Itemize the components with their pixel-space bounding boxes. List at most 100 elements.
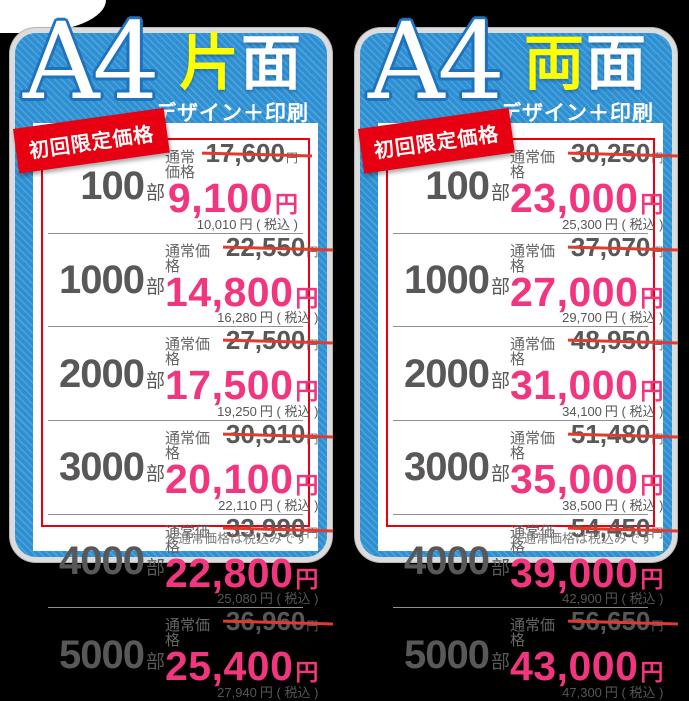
promo-price-value: 22,800 [165,549,294,596]
row-divider [48,326,303,328]
promo-price-line: 20,100 円 [165,459,318,500]
tax-included-line: 42,900 円 ( 税込 ) [562,591,663,607]
quantity-unit: 部 [490,276,510,298]
quantity-value: 4000 [404,538,490,583]
regular-price-label: 通常価格 [510,429,556,462]
promo-price-value: 27,000 [510,268,639,315]
regular-price-line: 通常価格 56,650 円 [510,608,678,648]
quantity: 100 部 [47,166,165,206]
price-row: 2000 部 通常価格 27,500 円 17,500 円 19,250 円 ( … [43,327,333,420]
promo-price-value: 17,500 [165,362,294,409]
tax-included-line: 27,940 円 ( 税込 ) [217,685,318,701]
quantity-value: 2000 [59,351,145,396]
regular-price-label: 通常価格 [510,336,556,369]
quantity-value: 100 [425,164,490,209]
service-subtitle: デザイン＋印刷 [500,102,654,125]
pricing-card-double-sided: A4 両面 デザイン＋印刷 初回限定価格 100 部 通常価格 30,250 円… [355,6,678,700]
tax-footnote: ※通常価格は税込みです [167,531,308,546]
regular-price-line: 通常価格 51,480 円 [510,421,678,462]
regular-price-label: 通常価格 [165,336,211,369]
quantity-value: 5000 [404,632,490,677]
price-block: 通常価格 37,070 円 27,000 円 29,700 円 ( 税込 ) [510,234,678,327]
regular-price-label: 通常価格 [510,149,556,181]
regular-price-label: 通常価格 [510,523,556,556]
regular-price-line: 通常価格 30,910 円 [165,421,333,461]
side-type-rest-char: 面 [586,29,648,99]
quantity-unit: 部 [490,651,510,673]
regular-price-value: 27,500 円 [222,327,333,353]
regular-price-label: 通常価格 [510,242,556,275]
quantity-value: 5000 [59,632,145,677]
price-block: 通常価格 51,480 円 35,000 円 38,500 円 ( 税込 ) [510,421,678,514]
tax-included-suffix: 円 ( 税込 ) [604,685,664,700]
price-row: 5000 部 通常価格 56,650 円 43,000 円 47,300 円 ( … [388,608,678,701]
promo-price-yen: 円 [640,191,664,217]
promo-price-yen: 円 [640,659,664,686]
promo-price-line: 43,000 円 [510,643,664,690]
tax-included-suffix: 円 ( 税込 ) [604,310,664,326]
tax-included-suffix: 円 ( 税込 ) [259,591,319,607]
regular-price-label: 通常価格 [165,149,196,181]
side-type-accent-char: 両 [524,29,586,99]
price-table: 100 部 通常価格 30,250 円 23,000 円 25,300 円 ( 税… [386,138,678,700]
tax-included-line: 19,250 円 ( 税込 ) [217,404,319,420]
tax-included-value: 16,280 [217,310,257,326]
promo-price-value: 14,800 [165,268,294,315]
promo-price-value: 43,000 [510,643,639,690]
promo-price-yen: 円 [295,659,319,686]
tax-included-value: 22,110 [218,497,257,513]
tax-included-value: 19,250 [217,404,257,420]
row-divider [393,232,648,234]
tax-included-value: 10,010 [196,216,237,232]
promo-price-yen: 円 [295,378,319,405]
price-block: 通常価格 36,960 円 25,400 円 27,940 円 ( 税込 ) [165,608,333,701]
price-row: 100 部 通常価格 30,250 円 23,000 円 25,300 円 ( 税… [388,140,678,233]
tax-included-line: 22,110 円 ( 税込 ) [218,497,318,514]
regular-price-line: 通常価格 22,550 円 [165,234,333,275]
regular-price-value: 30,250 円 [567,140,678,166]
tax-included-suffix: 円 ( 税込 ) [259,404,319,420]
price-block: 通常価格 22,550 円 14,800 円 16,280 円 ( 税込 ) [165,234,333,327]
tax-footnote: ※通常価格は税込みです [512,531,653,546]
price-block: 通常価格 27,500 円 17,500 円 19,250 円 ( 税込 ) [165,327,333,420]
regular-price-label: 通常価格 [165,242,211,275]
promo-price-yen: 円 [640,378,664,405]
regular-price-value: 22,550 円 [222,234,333,260]
price-row: 5000 部 通常価格 36,960 円 25,400 円 27,940 円 ( … [43,608,333,701]
row-divider [393,326,648,328]
quantity: 3000 部 [47,447,165,487]
tax-included-value: 42,900 [562,591,602,607]
row-divider [48,232,303,234]
quantity-unit: 部 [145,651,165,673]
quantity-unit: 部 [145,370,165,392]
quantity: 3000 部 [392,447,510,487]
regular-price-line: 通常価格 17,600 円 [165,140,313,181]
quantity-unit: 部 [490,464,510,486]
promo-price-yen: 円 [640,565,664,592]
tax-included-line: 47,300 円 ( 税込 ) [562,685,664,701]
regular-price-value: 51,480 円 [567,421,678,447]
quantity: 2000 部 [392,354,510,394]
tax-included-line: 38,500 円 ( 税込 ) [562,497,663,514]
regular-price-value: 48,950 円 [567,327,678,353]
price-block: 通常価格 17,600 円 9,100 円 10,010 円 ( 税込 ) [165,140,313,233]
promo-price-value: 25,400 [165,643,294,690]
quantity-unit: 部 [145,183,165,205]
tax-included-value: 27,940 [217,685,257,700]
promo-price-value: 35,000 [510,455,639,502]
quantity-unit: 部 [490,557,510,579]
price-panel: 100 部 通常価格 17,600 円 9,100 円 10,010 円 ( 税込… [33,123,333,700]
regular-price-line: 通常価格 54,450 円 [510,515,678,556]
tax-included-line: 10,010 円 ( 税込 ) [196,216,298,233]
regular-price-label: 通常価格 [165,617,211,650]
tax-included-value: 38,500 [562,497,602,513]
tax-included-line: 25,080 円 ( 税込 ) [217,591,319,607]
regular-price-line: 通常価格 36,960 円 [165,608,333,650]
row-divider [393,513,648,515]
tax-included-line: 16,280 円 ( 税込 ) [217,310,318,326]
promo-price-line: 23,000 円 [510,178,664,219]
quantity-unit: 部 [145,557,165,579]
tax-included-suffix: 円 ( 税込 ) [604,404,664,420]
regular-price-line: 通常価格 30,250 円 [510,140,678,181]
regular-price-value: 33,990 円 [222,515,333,541]
